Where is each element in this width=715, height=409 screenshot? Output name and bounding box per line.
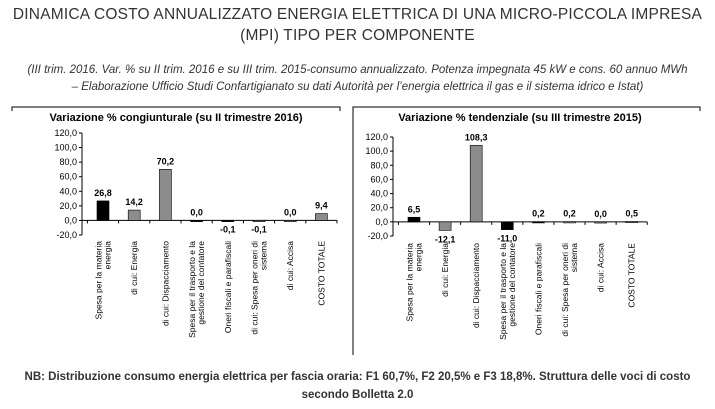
page-subtitle-line-2: – Elaborazione Ufficio Studi Confartigia… (71, 81, 644, 93)
footnote: NB: Distribuzione consumo energia elettr… (0, 368, 715, 404)
category-label: energia (103, 241, 113, 270)
bracket-left-top (11, 106, 341, 111)
chart-title: Variazione % tendenziale (su III trimest… (398, 112, 642, 124)
category-label: Spesa per il trasporto e la (187, 241, 197, 338)
category-label: Spesa per il trasporto e la (498, 243, 508, 340)
bar (469, 144, 483, 223)
bar (563, 221, 576, 224)
y-tick-label: -20,0 (56, 230, 77, 240)
bar (159, 168, 172, 221)
category-label: di cui: Accisa (596, 243, 606, 292)
footnote-line-1: NB: Distribuzione consumo energia elettr… (24, 371, 691, 383)
category-label: sistema (259, 241, 269, 271)
data-label: 0,0 (284, 207, 297, 217)
data-label: 108,3 (465, 132, 488, 142)
category-label: COSTO TOTALE (627, 243, 637, 308)
category-label: sistema (569, 243, 579, 273)
category-label: Spesa per la materia (94, 241, 104, 320)
y-tick-label: -20,0 (367, 231, 388, 241)
page-title-line-1: DINAMICA COSTO ANNUALIZZATO ENERGIA ELET… (12, 6, 703, 23)
bar (532, 221, 545, 224)
category-label: di cui: Energia (440, 243, 450, 297)
category-label: gestione del contatore (196, 241, 206, 325)
bar (252, 220, 266, 222)
page-subtitle-line-1: (III trim. 2016. Var. % su II trim. 2016… (27, 64, 688, 76)
bar (96, 200, 110, 221)
y-tick-label: 100,0 (365, 146, 388, 156)
bar (315, 213, 328, 221)
bar (500, 221, 514, 230)
category-label: Spesa per la materia (405, 243, 415, 322)
data-label: 26,8 (94, 188, 112, 198)
bar (625, 221, 639, 224)
y-tick-label: 0,0 (375, 217, 388, 227)
data-label: -0,1 (251, 225, 267, 235)
y-tick-label: 0,0 (64, 215, 77, 225)
y-tick-label: 120,0 (54, 128, 77, 138)
bar (127, 209, 141, 221)
y-tick-label: 80,0 (59, 157, 77, 167)
data-label: -12,1 (435, 234, 456, 244)
y-tick-label: 40,0 (59, 186, 77, 196)
category-label: gestione del contatore (507, 243, 517, 327)
y-tick-label: 20,0 (59, 201, 77, 211)
y-tick-label: 60,0 (370, 174, 388, 184)
data-label: -11,0 (497, 234, 517, 244)
data-label: 70,2 (157, 156, 175, 166)
category-label: di cui: Spesa per oneri di (560, 243, 570, 337)
chart-brackets (11, 106, 701, 355)
y-tick-label: 40,0 (370, 189, 388, 199)
page-title-line-2: (MPI) TIPO PER COMPONENTE (240, 27, 475, 44)
y-tick-label: 100,0 (54, 143, 77, 153)
page-title: DINAMICA COSTO ANNUALIZZATO ENERGIA ELET… (0, 4, 715, 46)
category-label: di cui: Spesa per oneri di (250, 241, 260, 335)
chart-congiunturale: Variazione % congiunturale (su II trimes… (49, 112, 338, 338)
chart-tendenziale: Variazione % tendenziale (su III trimest… (365, 112, 648, 340)
chart-title: Variazione % congiunturale (su II trimes… (49, 112, 302, 124)
y-tick-label: 20,0 (370, 203, 388, 213)
bar (594, 221, 607, 224)
data-label: 0,5 (625, 209, 638, 219)
category-label: Oneri fiscali e parafiscali (533, 243, 543, 335)
bracket-right-top (352, 106, 701, 111)
footnote-line-2: secondo Bolletta 2.0 (301, 389, 414, 401)
data-label: 9,4 (315, 201, 328, 211)
bar (221, 220, 235, 222)
data-label: 0,0 (594, 209, 607, 219)
data-label: 14,2 (125, 197, 143, 207)
category-label: energia (414, 243, 424, 272)
category-label: COSTO TOTALE (316, 241, 326, 306)
bar (407, 216, 421, 223)
data-label: 6,5 (408, 204, 421, 214)
category-label: di cui: Accisa (285, 241, 295, 290)
category-label: di cui: Energia (129, 241, 139, 295)
bar (190, 220, 203, 222)
bar (283, 220, 297, 222)
page-subtitle: (III trim. 2016. Var. % su II trim. 2016… (10, 62, 705, 96)
data-label: 0,2 (532, 209, 545, 219)
bar (438, 221, 452, 231)
y-tick-label: 80,0 (370, 160, 388, 170)
data-label: 0,0 (190, 207, 203, 217)
category-label: di cui: Dispacciamento (471, 243, 481, 328)
data-label: 0,2 (563, 209, 576, 219)
category-label: Oneri fiscali e parafiscali (223, 241, 233, 333)
category-label: di cui: Dispacciamento (160, 241, 170, 326)
data-label: -0,1 (220, 225, 236, 235)
y-tick-label: 120,0 (365, 132, 388, 142)
y-tick-label: 60,0 (59, 172, 77, 182)
